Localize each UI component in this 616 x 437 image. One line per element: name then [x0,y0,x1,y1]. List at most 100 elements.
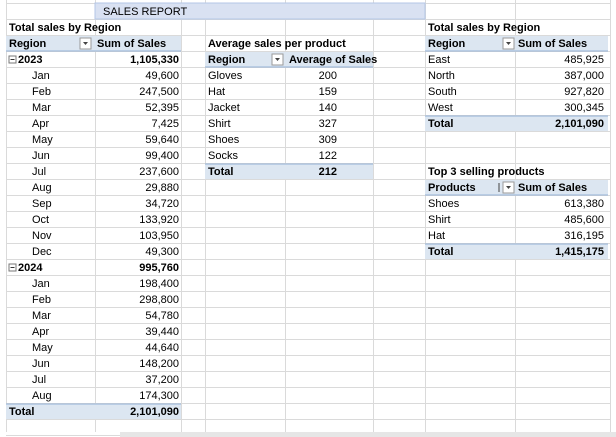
row-label: Jul [32,374,46,386]
row-label: Shirt [208,118,231,130]
row-label: Jan [32,70,50,82]
pivot-title: Total sales by Region [428,22,541,34]
total-value: 2,101,090 [130,406,179,418]
row-label: Socks [208,150,238,162]
header-row-fill [6,36,181,51]
row-value: 148,200 [139,358,179,370]
row-label: Jun [32,150,50,162]
row-label: Jul [32,166,46,178]
pivot-title: Average sales per product [208,38,346,50]
row-value: 198,400 [139,278,179,290]
column-header: Sum of Sales [518,182,587,194]
row-value: 52,395 [145,102,179,114]
row-value: 140 [319,102,337,114]
row-value: 99,400 [145,150,179,162]
row-value: 49,300 [145,246,179,258]
row-value: 174,300 [139,390,179,402]
row-value: 200 [319,70,337,82]
row-label: Jacket [208,102,240,114]
total-row-fill [425,244,608,259]
row-value: 613,380 [564,198,604,210]
row-label: Shoes [208,134,240,146]
report-title: SALES REPORT [103,6,187,18]
filter-arrow [506,42,511,45]
pivot-title: Total sales by Region [9,22,122,34]
filter-arrow [506,186,511,189]
group-value: 995,760 [139,262,179,274]
column-header: Sum of Sales [518,38,587,50]
header-row-fill [425,180,608,195]
row-label: Jun [32,358,50,370]
row-value: 37,200 [145,374,179,386]
scroll-strip [120,432,616,437]
row-value: 59,640 [145,134,179,146]
row-value: 49,600 [145,70,179,82]
total-row-fill [425,116,608,131]
row-value: 316,195 [564,230,604,242]
row-label: May [32,134,53,146]
group-label: 2024 [18,262,43,274]
row-value: 159 [319,86,337,98]
pivot-title: Top 3 selling products [428,166,545,178]
row-value: 133,920 [139,214,179,226]
total-row-fill [6,404,181,419]
row-label: Aug [32,182,52,194]
row-label: Feb [32,294,51,306]
row-label: Mar [32,102,51,114]
row-value: 237,600 [139,166,179,178]
report-header-cell [94,2,426,20]
row-label: Mar [32,310,51,322]
row-value: 39,440 [145,326,179,338]
row-label: Nov [32,230,52,242]
row-label: Apr [32,118,49,130]
row-label: North [428,70,455,82]
row-label: South [428,86,457,98]
column-header: Region [428,38,466,50]
column-header: Region [9,38,47,50]
row-label: Oct [32,214,49,226]
filter-arrow [275,58,280,61]
group-label: 2023 [18,54,42,66]
row-value: 29,880 [145,182,179,194]
total-row-fill [205,164,373,179]
column-header: Region [208,54,246,66]
row-label: Aug [32,390,52,402]
row-label: Gloves [208,70,243,82]
row-value: 485,600 [564,214,604,226]
row-label: Hat [208,86,225,98]
row-value: 387,000 [564,70,604,82]
row-value: 300,345 [564,102,604,114]
filter-arrow [83,42,88,45]
row-label: Dec [32,246,52,258]
row-value: 103,950 [139,230,179,242]
row-value: 327 [319,118,337,130]
row-label: Feb [32,86,51,98]
row-label: Shirt [428,214,451,226]
row-value: 309 [319,134,337,146]
column-header: Products [428,182,476,194]
total-label: Total [428,118,453,130]
row-value: 122 [319,150,337,162]
total-value: 2,101,090 [555,118,604,130]
total-value: 1,415,175 [555,246,604,258]
row-value: 44,640 [145,342,179,354]
row-value: 247,500 [139,86,179,98]
row-value: 54,780 [145,310,179,322]
row-label: West [428,102,453,114]
row-value: 927,820 [564,86,604,98]
row-label: Sep [32,198,52,210]
total-label: Total [9,406,34,418]
row-label: Shoes [428,198,460,210]
row-value: 34,720 [145,198,179,210]
column-header: Average of Sales [289,54,377,66]
total-label: Total [208,166,233,178]
row-label: East [428,54,450,66]
column-header: Sum of Sales [97,38,166,50]
row-value: 7,425 [151,118,179,130]
group-value: 1,105,330 [130,54,179,66]
header-row-fill [425,36,608,51]
row-label: May [32,342,53,354]
total-label: Total [428,246,453,258]
